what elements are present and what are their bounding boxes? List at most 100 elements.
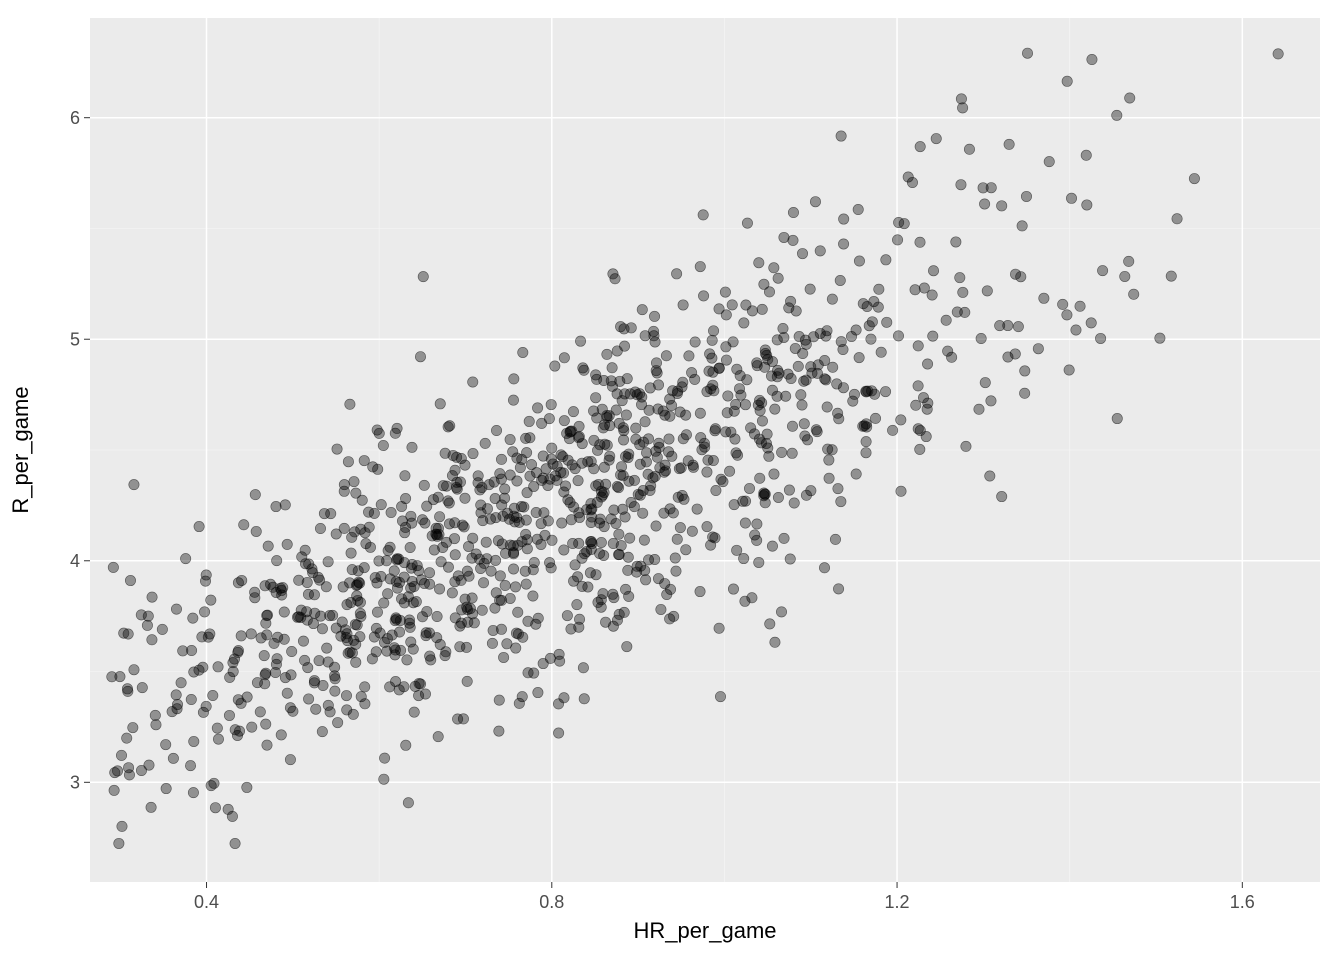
data-point [525,471,535,481]
data-point [774,368,784,378]
data-point [410,681,420,691]
data-point [797,248,807,258]
data-point [645,383,655,393]
data-point [379,753,389,763]
data-point [213,662,223,672]
data-point [612,346,622,356]
data-point [493,535,503,545]
data-point [1019,388,1029,398]
data-point [402,655,412,665]
data-point [497,500,507,510]
data-point [468,448,478,458]
data-point [573,475,583,485]
data-point [960,307,970,317]
data-point [765,619,775,629]
data-point [491,512,501,522]
data-point [586,456,596,466]
data-point [598,588,608,598]
data-point [667,386,677,396]
data-point [418,271,428,281]
data-point [303,694,313,704]
data-point [550,361,560,371]
data-point [516,501,526,511]
data-point [1004,139,1014,149]
data-point [801,375,811,385]
data-point [564,433,574,443]
data-point [390,650,400,660]
data-point [805,284,815,294]
data-point [671,566,681,576]
data-point [1075,301,1085,311]
data-point [386,507,396,517]
data-point [1021,191,1031,201]
data-point [704,366,714,376]
data-point [282,688,292,698]
data-point [729,499,739,509]
data-point [349,527,359,537]
data-point [600,439,610,449]
data-point [123,629,133,639]
data-point [750,530,760,540]
data-point [338,582,348,592]
data-point [433,731,443,741]
data-point [675,407,685,417]
data-point [491,425,501,435]
data-point [161,739,171,749]
data-point [650,554,660,564]
data-point [122,733,132,743]
data-point [332,444,342,454]
data-point [589,435,599,445]
data-point [607,381,617,391]
data-point [147,635,157,645]
data-point [833,584,843,594]
data-point [213,734,223,744]
data-point [821,375,831,385]
x-tick-label: 0.4 [194,892,219,912]
data-point [124,770,134,780]
data-point [147,592,157,602]
data-point [322,643,332,653]
data-point [387,630,397,640]
data-point [125,575,135,585]
data-point [393,554,403,564]
data-point [567,538,577,548]
data-point [980,377,990,387]
data-point [602,349,612,359]
data-point [508,395,518,405]
data-point [307,564,317,574]
data-point [836,131,846,141]
data-point [1086,318,1096,328]
data-point [434,584,444,594]
data-point [1081,150,1091,160]
data-point [976,333,986,343]
data-point [574,622,584,632]
data-point [824,455,834,465]
data-point [359,562,369,572]
data-point [456,453,466,463]
data-point [834,414,844,424]
data-point [150,710,160,720]
data-point [794,331,804,341]
data-point [478,578,488,588]
data-point [770,637,780,647]
data-point [695,586,705,596]
data-point [767,385,777,395]
data-point [918,392,928,402]
data-point [854,352,864,362]
data-point [146,802,156,812]
data-point [353,577,363,587]
data-point [343,456,353,466]
data-point [786,373,796,383]
data-point [577,458,587,468]
data-point [659,467,669,477]
data-point [784,485,794,495]
data-point [773,273,783,283]
data-point [276,730,286,740]
data-point [1273,49,1283,59]
data-point [761,350,771,360]
data-point [640,575,650,585]
data-point [716,474,726,484]
data-point [574,421,584,431]
data-point [754,395,764,405]
data-point [122,684,132,694]
